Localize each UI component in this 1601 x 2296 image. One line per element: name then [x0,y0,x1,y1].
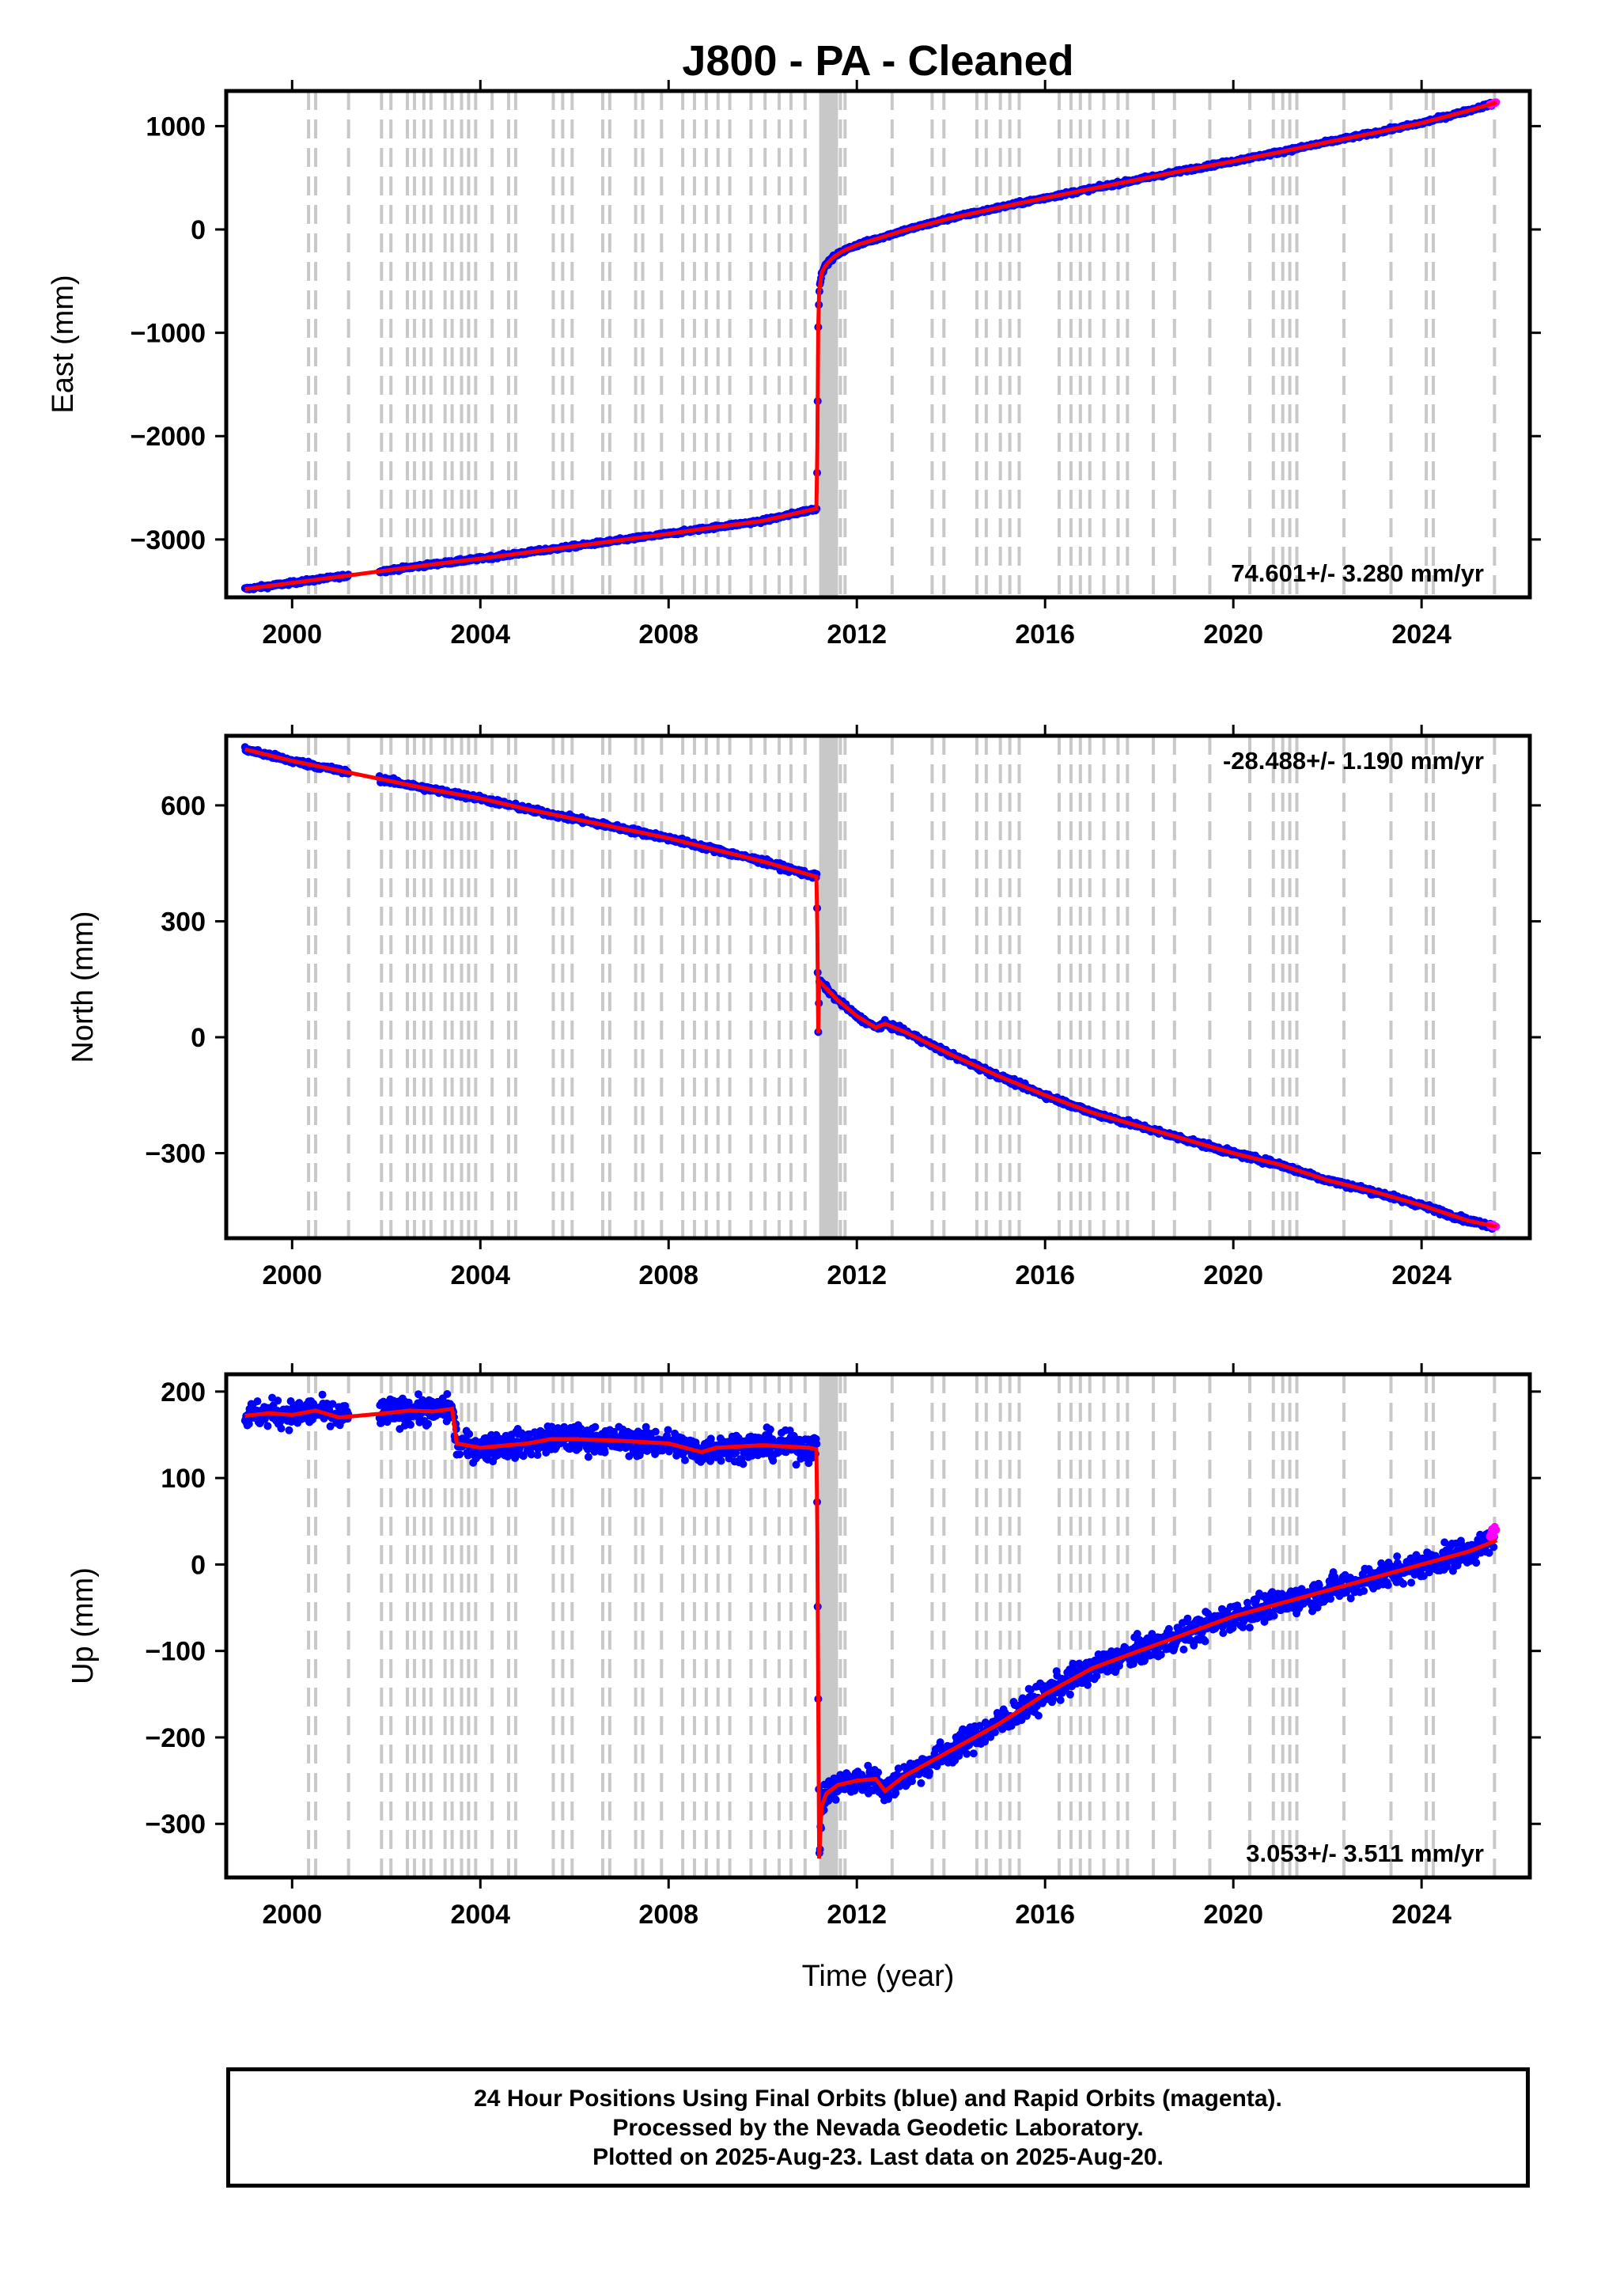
up-data-point [456,1450,464,1459]
up-data-point [318,1390,327,1399]
east-x-tick-label: 2000 [262,619,322,650]
north-y-tick-label: 600 [161,791,206,821]
up-data-point [277,1424,286,1433]
east-y-axis-title: East (mm) [47,275,80,413]
east-frame [224,89,1532,600]
north-y-tick-label: 0 [191,1023,206,1053]
north-x-tick-label: 2012 [827,1260,887,1290]
north-x-tick-label: 2024 [1391,1260,1451,1290]
up-data-point [424,1419,433,1428]
north-rate-label: -28.488+/- 1.190 mm/yr [1223,747,1484,775]
up-data-point [465,1430,474,1438]
north-plot-area [240,736,1501,1238]
up-plot-area [240,1374,1501,1877]
east-rate-label: 74.601+/- 3.280 mm/yr [1231,559,1484,587]
east-model-line [244,100,1498,592]
up-data-point [407,1420,414,1429]
up-data-point [443,1390,452,1398]
east-x-tick-label: 2016 [1015,619,1075,650]
north-y-axis-title: North (mm) [66,911,100,1063]
north-panel: 2000 2004 2008 2012 2016 2020 2024 600 300 0 −300 N… [66,725,1541,1290]
east-y-tick-label: 0 [191,215,206,245]
east-y-tick-label: −3000 [131,525,206,555]
north-x-tick-label: 2008 [638,1260,698,1290]
east-y-tick-label: −2000 [131,422,206,452]
north-final-orbit-points [240,743,1498,1233]
north-y-tick-label: 300 [161,907,206,937]
east-plot-area [240,91,1501,597]
east-x-tick-label: 2008 [638,619,698,650]
east-x-tick-label: 2024 [1391,619,1451,650]
north-x-tick-label: 2004 [450,1260,510,1290]
east-x-tick-label: 2012 [827,619,887,650]
north-y-tick-label: −300 [145,1139,206,1169]
north-model-line [244,747,1497,1229]
north-x-tick-label: 2020 [1203,1260,1263,1290]
up-data-point [285,1426,293,1434]
north-frame [224,733,1532,1241]
up-data-point [263,1422,272,1430]
east-x-tick-label: 2020 [1203,619,1263,650]
north-x-tick-label: 2000 [262,1260,322,1290]
north-x-tick-label: 2016 [1015,1260,1075,1290]
east-x-tick-label: 2004 [450,619,510,650]
east-y-tick-label: −1000 [131,319,206,349]
east-panel: 2000 2004 2008 2012 2016 2020 2024 1000 0 −1000 −2… [47,80,1541,650]
east-y-tick-label: 1000 [146,112,206,142]
chart-title: J800 - PA - Cleaned [682,37,1073,85]
up-data-point [274,1396,282,1405]
up-data-point [253,1397,262,1406]
up-panel: 2000 2004 2008 2012 2016 2020 20242001000−100−… [66,1363,1541,1930]
east-step-band [819,91,838,597]
